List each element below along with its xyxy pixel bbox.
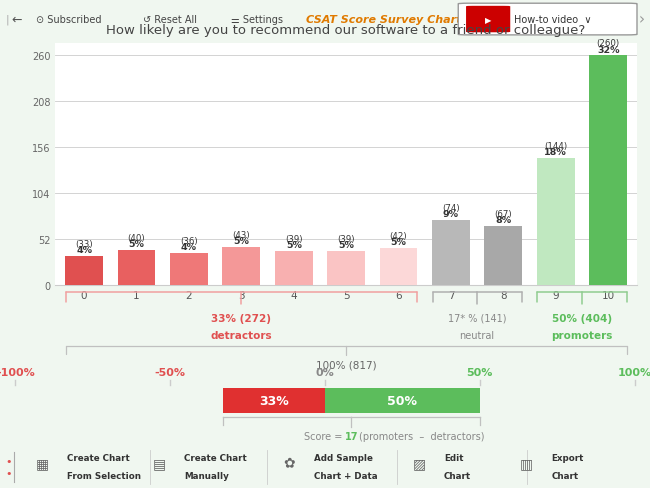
Text: 5%: 5% (391, 238, 406, 247)
Text: 18%: 18% (545, 148, 567, 157)
Bar (380, 248, 417, 285)
Text: From Selection: From Selection (67, 471, 141, 480)
Text: 33%: 33% (259, 394, 289, 407)
Text: (67): (67) (495, 209, 512, 219)
Bar (325, 388, 480, 413)
Text: Add Sample: Add Sample (314, 453, 373, 462)
Text: ▦: ▦ (36, 456, 49, 470)
Text: (43): (43) (233, 231, 250, 240)
Text: ←: ← (12, 14, 22, 26)
Text: Chart: Chart (551, 471, 578, 480)
Text: Chart + Data: Chart + Data (314, 471, 378, 480)
Text: Edit: Edit (444, 453, 463, 462)
FancyBboxPatch shape (458, 4, 637, 36)
Text: (39): (39) (337, 234, 355, 243)
Text: •: • (5, 456, 12, 466)
Bar (65, 256, 103, 285)
Text: 8%: 8% (495, 216, 512, 224)
Text: •: • (5, 468, 12, 478)
Text: ▥: ▥ (520, 456, 533, 470)
Text: 5%: 5% (338, 241, 354, 249)
Text: 5%: 5% (233, 237, 249, 246)
Bar (275, 251, 313, 285)
Text: 17* % (141): 17* % (141) (448, 313, 506, 323)
Text: ▨: ▨ (413, 456, 426, 470)
Text: neutral: neutral (460, 330, 495, 340)
Text: (39): (39) (285, 234, 302, 243)
Text: 0%: 0% (316, 367, 334, 377)
Text: CSAT Score Survey Chart: CSAT Score Survey Chart (306, 15, 461, 25)
Text: 50%: 50% (467, 367, 493, 377)
Text: Score =: Score = (304, 431, 345, 441)
Text: 9%: 9% (443, 209, 459, 219)
Text: ▤: ▤ (153, 456, 166, 470)
Text: Export: Export (551, 453, 584, 462)
Text: ↺ Reset All: ↺ Reset All (143, 15, 197, 25)
Bar (537, 159, 575, 285)
Text: How-to video  ∨: How-to video ∨ (514, 15, 591, 25)
Bar (590, 56, 627, 285)
Text: -100%: -100% (0, 367, 35, 377)
Text: (33): (33) (75, 240, 93, 248)
Text: 50% (404): 50% (404) (552, 313, 612, 323)
Text: ›: › (639, 13, 645, 27)
Text: 4%: 4% (76, 245, 92, 255)
Text: detractors: detractors (211, 330, 272, 340)
Text: ⊙ Subscribed: ⊙ Subscribed (36, 15, 101, 25)
FancyBboxPatch shape (466, 7, 510, 33)
Text: ▶: ▶ (485, 16, 491, 24)
Text: (144): (144) (544, 142, 567, 151)
Text: 4%: 4% (181, 243, 197, 252)
Text: (40): (40) (127, 233, 146, 242)
Text: Manually: Manually (184, 471, 229, 480)
Bar (223, 388, 325, 413)
Text: ✿: ✿ (283, 456, 294, 470)
Text: 100% (817): 100% (817) (316, 360, 376, 370)
Text: promoters: promoters (551, 330, 613, 340)
Text: (36): (36) (180, 237, 198, 246)
Text: (260): (260) (597, 40, 619, 48)
Text: |: | (5, 15, 9, 25)
Text: 32%: 32% (597, 45, 619, 55)
Text: 100%: 100% (618, 367, 650, 377)
Text: (74): (74) (442, 203, 460, 212)
Text: Create Chart: Create Chart (67, 453, 130, 462)
Text: (42): (42) (390, 231, 408, 241)
Text: -50%: -50% (155, 367, 186, 377)
Text: 50%: 50% (387, 394, 417, 407)
Text: 17: 17 (345, 431, 359, 441)
Text: (promoters  –  detractors): (promoters – detractors) (359, 431, 484, 441)
Text: 5%: 5% (129, 240, 144, 248)
Text: ⚌ Settings: ⚌ Settings (231, 15, 283, 25)
Text: Chart: Chart (444, 471, 471, 480)
Text: Create Chart: Create Chart (184, 453, 247, 462)
Title: How likely are you to recommend our software to a friend or colleague?: How likely are you to recommend our soft… (107, 24, 586, 37)
Text: 33% (272): 33% (272) (211, 313, 271, 323)
Bar (484, 226, 522, 285)
Text: 5%: 5% (286, 241, 302, 249)
Bar (170, 254, 208, 285)
Bar (222, 247, 260, 285)
Bar (432, 220, 470, 285)
Bar (327, 251, 365, 285)
Bar (118, 250, 155, 285)
